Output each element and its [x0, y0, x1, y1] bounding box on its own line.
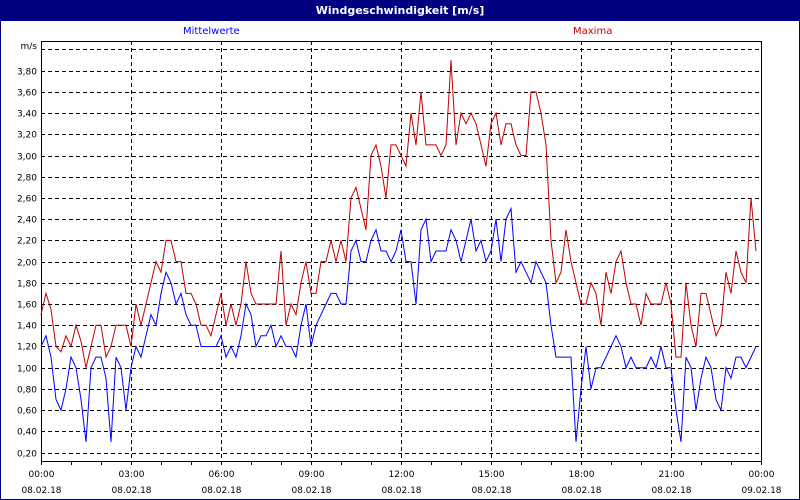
y-tick-label: 0,60	[17, 407, 37, 417]
x-tick-date: 08.02.18	[21, 486, 61, 496]
x-tick-date: 08.02.18	[291, 486, 331, 496]
legend-maxima: Maxima	[573, 26, 613, 37]
series-line-maxima	[40, 60, 757, 368]
y-tick-label: 0,40	[17, 428, 37, 438]
y-tick-label: 2,20	[17, 237, 37, 247]
x-tick-time: 00:00	[749, 470, 775, 480]
x-tick-date: 08.02.18	[471, 486, 511, 496]
x-tick-date: 08.02.18	[111, 486, 151, 496]
x-tick-date: 08.02.18	[651, 486, 691, 496]
series-line-mittelwerte	[40, 206, 757, 442]
plot-area-border	[41, 41, 762, 462]
y-tick-label: 3,20	[17, 131, 37, 141]
x-tick-date: 08.02.18	[201, 486, 241, 496]
chart-title: Windgeschwindigkeit [m/s]	[315, 4, 485, 17]
x-tick-time: 18:00	[569, 470, 595, 480]
x-tick-time: 00:00	[29, 470, 55, 480]
y-tick-label: 3,40	[17, 110, 37, 120]
legend-mittelwerte: Mittelwerte	[183, 26, 240, 37]
y-axis-unit: m/s	[21, 42, 38, 52]
y-tick-label: 0,20	[17, 450, 37, 460]
y-tick-label: 2,00	[17, 259, 37, 269]
y-tick-label: 1,20	[17, 343, 37, 353]
title-bar: Windgeschwindigkeit [m/s]	[1, 1, 799, 21]
y-tick-label: 1,40	[17, 322, 37, 332]
x-tick-time: 03:00	[119, 470, 145, 480]
y-tick-label: 2,80	[17, 174, 37, 184]
y-tick-label: 1,00	[17, 365, 37, 375]
y-tick-label: 2,40	[17, 216, 37, 226]
x-tick-time: 15:00	[479, 470, 505, 480]
y-tick-label: 3,60	[17, 89, 37, 99]
y-tick-label: 1,80	[17, 280, 37, 290]
y-tick-label: 1,60	[17, 301, 37, 311]
y-tick-label: 2,60	[17, 195, 37, 205]
x-tick-date: 09.02.18	[741, 486, 781, 496]
x-tick-time: 21:00	[659, 470, 685, 480]
x-tick-time: 09:00	[299, 470, 325, 480]
x-tick-time: 12:00	[389, 470, 415, 480]
y-tick-label: 3,00	[17, 153, 37, 163]
x-tick-date: 08.02.18	[561, 486, 601, 496]
y-tick-label: 3,80	[17, 68, 37, 78]
x-tick-time: 06:00	[209, 470, 235, 480]
y-tick-label: 0,80	[17, 386, 37, 396]
x-tick-date: 08.02.18	[381, 486, 421, 496]
